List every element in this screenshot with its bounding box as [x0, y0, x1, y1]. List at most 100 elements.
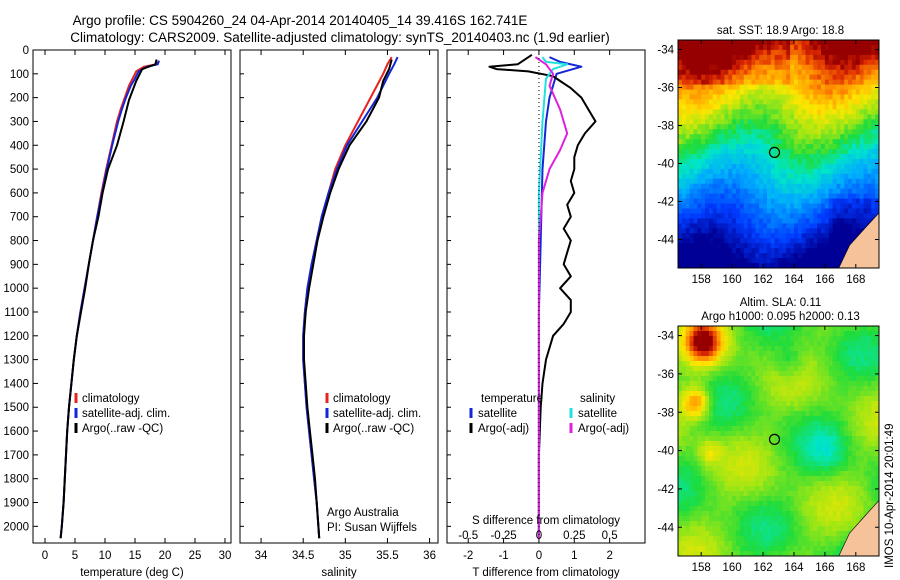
map-cell	[859, 59, 865, 66]
map-cell	[797, 401, 803, 407]
map-cell	[778, 173, 783, 180]
map-cell	[743, 431, 749, 437]
map-cell	[705, 223, 710, 229]
map-cell	[755, 89, 760, 96]
map-cell	[851, 446, 857, 452]
map-cell	[809, 163, 814, 170]
map-cell	[840, 361, 845, 367]
map-cell	[705, 263, 710, 268]
map-cell	[739, 218, 745, 224]
map-cell	[774, 173, 780, 180]
map-cell	[724, 54, 729, 61]
map-cell	[836, 471, 841, 477]
map-cell	[813, 326, 818, 332]
map-cell	[778, 89, 783, 96]
map-cell	[724, 233, 729, 239]
map-cell	[693, 233, 698, 239]
map-cell	[832, 193, 838, 200]
map-cell	[774, 188, 780, 195]
map-cell	[712, 416, 718, 422]
map-cell	[836, 114, 841, 120]
map-cell	[821, 346, 826, 352]
map-cell	[832, 99, 838, 106]
map-cell	[693, 134, 698, 140]
map-cell	[801, 381, 807, 387]
map-cell	[867, 188, 872, 195]
map-cell	[871, 44, 876, 51]
map-cell	[801, 471, 807, 477]
figure-title-line1: Argo profile: CS 5904260_24 04-Apr-2014 …	[73, 13, 528, 28]
map-cell	[871, 331, 876, 337]
map-cell	[681, 421, 687, 427]
map-cell	[782, 168, 787, 175]
map-cell	[743, 336, 749, 342]
map-cell	[871, 99, 876, 106]
map-cell	[821, 173, 826, 180]
map-cell	[708, 94, 714, 101]
map-cell	[724, 253, 729, 259]
map-cell	[782, 99, 787, 106]
map-cell	[689, 331, 695, 337]
map-cell	[697, 114, 702, 120]
map-cell	[678, 233, 683, 239]
map-cell	[855, 119, 861, 125]
map-cell	[708, 456, 714, 462]
map-cell	[778, 366, 783, 372]
map-cell	[801, 134, 807, 140]
map-cell	[705, 129, 710, 135]
map-cell	[848, 471, 853, 477]
map-cell	[805, 541, 811, 547]
map-cell	[790, 421, 795, 427]
map-cell	[790, 486, 795, 492]
map-cell	[832, 69, 838, 76]
map-cell	[813, 114, 818, 120]
map-cell	[701, 253, 706, 259]
map-cell	[817, 421, 822, 427]
map-cell	[728, 258, 733, 264]
map-cell	[817, 253, 822, 259]
map-cell	[770, 386, 776, 392]
map-cell	[678, 531, 683, 537]
map-cell	[701, 49, 706, 56]
map-cell	[797, 99, 803, 106]
map-cell	[759, 326, 764, 332]
map-cell	[739, 183, 745, 190]
map-cell	[824, 411, 830, 417]
map-cell	[720, 351, 725, 357]
map-cell	[724, 541, 729, 547]
map-cell	[759, 223, 764, 229]
map-cell	[720, 218, 725, 224]
map-cell	[728, 336, 733, 342]
map-cell	[801, 401, 807, 407]
map-cell	[728, 64, 733, 71]
map-cell	[678, 526, 683, 532]
map-cell	[774, 461, 780, 467]
map-cell	[875, 139, 879, 145]
map-cell	[747, 436, 753, 442]
map-cell	[708, 326, 714, 332]
map-cell	[821, 531, 826, 537]
map-cell	[724, 401, 729, 407]
map-cell	[778, 228, 783, 234]
map-cell	[739, 536, 745, 542]
map-cell	[848, 134, 853, 140]
map-cell	[689, 114, 695, 120]
map-cell	[859, 461, 865, 467]
map-cell	[832, 188, 838, 195]
map-cell	[743, 74, 749, 81]
map-cell	[844, 341, 849, 347]
map-cell	[793, 426, 799, 432]
map-cell	[821, 64, 826, 71]
map-cell	[778, 243, 783, 249]
map-cell	[863, 481, 869, 487]
map-cell	[735, 406, 741, 412]
map-cell	[813, 109, 818, 115]
map-cell	[801, 79, 807, 86]
map-cell	[766, 516, 772, 522]
map-cell	[817, 451, 822, 457]
map-cell	[813, 119, 818, 125]
map-cell	[797, 243, 803, 249]
map-cell	[844, 396, 849, 402]
map-cell	[809, 59, 814, 66]
map-cell	[701, 506, 706, 512]
